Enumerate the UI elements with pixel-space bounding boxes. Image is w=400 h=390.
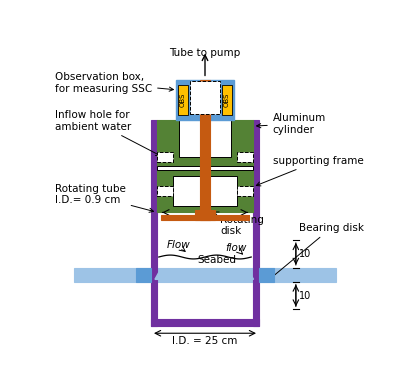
Text: Bearing disk: Bearing disk bbox=[270, 223, 364, 279]
Polygon shape bbox=[92, 272, 100, 279]
Polygon shape bbox=[297, 272, 305, 279]
Text: Aluminum
cylinder: Aluminum cylinder bbox=[256, 113, 326, 135]
Polygon shape bbox=[178, 85, 188, 115]
Polygon shape bbox=[195, 210, 215, 220]
Polygon shape bbox=[259, 268, 274, 282]
Text: Flow: Flow bbox=[167, 240, 191, 250]
Text: flow: flow bbox=[225, 243, 246, 253]
Polygon shape bbox=[80, 272, 87, 279]
Polygon shape bbox=[157, 170, 253, 212]
Polygon shape bbox=[226, 272, 234, 279]
Polygon shape bbox=[190, 82, 220, 114]
Polygon shape bbox=[176, 272, 184, 279]
Polygon shape bbox=[176, 80, 234, 120]
Polygon shape bbox=[231, 120, 253, 166]
Polygon shape bbox=[201, 272, 209, 279]
Text: I.D. = 25 cm: I.D. = 25 cm bbox=[172, 336, 238, 346]
Polygon shape bbox=[157, 120, 253, 166]
Polygon shape bbox=[74, 268, 336, 282]
Polygon shape bbox=[166, 272, 174, 279]
Text: 10: 10 bbox=[299, 291, 311, 301]
Polygon shape bbox=[215, 272, 223, 279]
Text: OBS: OBS bbox=[224, 93, 230, 107]
Text: flow: flow bbox=[176, 196, 197, 206]
Text: 10: 10 bbox=[299, 249, 311, 259]
Polygon shape bbox=[179, 120, 231, 157]
Polygon shape bbox=[161, 215, 249, 220]
Polygon shape bbox=[253, 120, 259, 326]
Polygon shape bbox=[157, 166, 253, 170]
Text: Observation box,
for measuring SSC: Observation box, for measuring SSC bbox=[55, 72, 174, 94]
Polygon shape bbox=[136, 268, 151, 282]
Text: Tube to pump: Tube to pump bbox=[169, 48, 241, 58]
Polygon shape bbox=[173, 176, 237, 206]
Polygon shape bbox=[246, 272, 254, 279]
Text: OBS: OBS bbox=[180, 93, 186, 107]
Polygon shape bbox=[155, 272, 163, 279]
Text: Rotating
disk: Rotating disk bbox=[214, 212, 264, 236]
Polygon shape bbox=[102, 272, 110, 279]
Text: Rotating tube
I.D.= 0.9 cm: Rotating tube I.D.= 0.9 cm bbox=[55, 184, 154, 212]
Polygon shape bbox=[151, 120, 157, 326]
Polygon shape bbox=[222, 85, 232, 115]
Polygon shape bbox=[286, 272, 294, 279]
Polygon shape bbox=[309, 272, 317, 279]
Text: Inflow hole for
ambient water: Inflow hole for ambient water bbox=[55, 110, 160, 156]
Polygon shape bbox=[115, 272, 123, 279]
Polygon shape bbox=[157, 152, 173, 162]
Polygon shape bbox=[157, 120, 179, 166]
Text: Seabed: Seabed bbox=[197, 255, 236, 265]
Polygon shape bbox=[237, 152, 253, 162]
Polygon shape bbox=[236, 272, 244, 279]
Text: supporting frame: supporting frame bbox=[256, 156, 364, 186]
Polygon shape bbox=[320, 272, 328, 279]
Polygon shape bbox=[151, 319, 259, 326]
Polygon shape bbox=[237, 186, 253, 196]
Polygon shape bbox=[200, 80, 210, 220]
Polygon shape bbox=[157, 186, 173, 196]
Polygon shape bbox=[187, 272, 195, 279]
